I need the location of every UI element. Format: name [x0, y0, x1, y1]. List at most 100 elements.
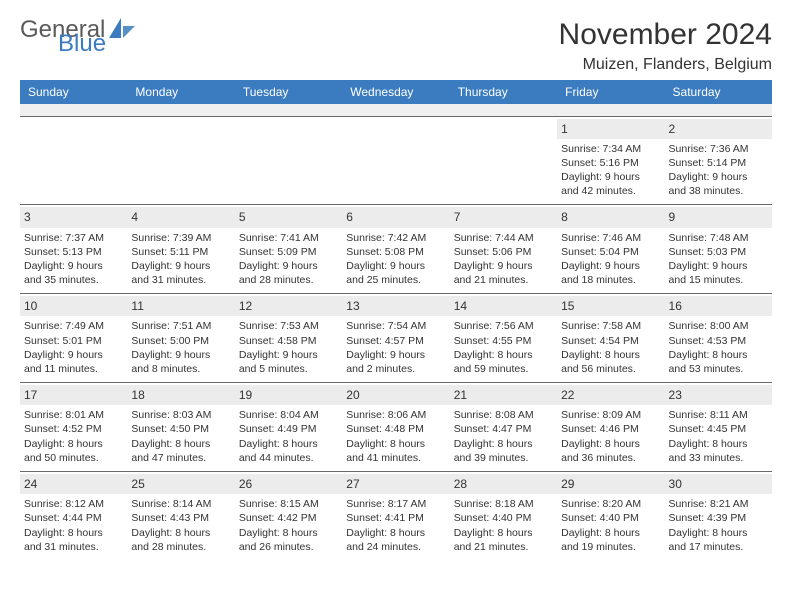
day-info-line: Sunrise: 7:42 AM: [346, 231, 445, 245]
day-info-line: Daylight: 8 hours: [669, 437, 768, 451]
day-number: 7: [450, 207, 557, 227]
day-number: 2: [665, 119, 772, 139]
day-number: 25: [127, 474, 234, 494]
day-info-line: Sunset: 4:58 PM: [239, 334, 338, 348]
day-number: 30: [665, 474, 772, 494]
day-info-line: Sunrise: 7:36 AM: [669, 142, 768, 156]
calendar-day-cell: 26Sunrise: 8:15 AMSunset: 4:42 PMDayligh…: [235, 472, 342, 560]
calendar-day-cell: 27Sunrise: 8:17 AMSunset: 4:41 PMDayligh…: [342, 472, 449, 560]
day-info-line: and 41 minutes.: [346, 451, 445, 465]
day-info-line: Daylight: 9 hours: [561, 259, 660, 273]
calendar-day-cell: 23Sunrise: 8:11 AMSunset: 4:45 PMDayligh…: [665, 383, 772, 472]
day-info-line: Sunrise: 7:44 AM: [454, 231, 553, 245]
calendar-day-cell: 10Sunrise: 7:49 AMSunset: 5:01 PMDayligh…: [20, 294, 127, 383]
day-info-line: and 47 minutes.: [131, 451, 230, 465]
logo: General Blue: [20, 18, 135, 56]
day-info-line: Sunrise: 8:08 AM: [454, 408, 553, 422]
day-info-line: Sunrise: 8:06 AM: [346, 408, 445, 422]
day-info-line: Daylight: 9 hours: [346, 259, 445, 273]
logo-text-blue: Blue: [58, 32, 135, 56]
month-title: November 2024: [559, 18, 772, 52]
day-info-line: and 17 minutes.: [669, 540, 768, 554]
day-number: 18: [127, 385, 234, 405]
day-info-line: Sunset: 5:09 PM: [239, 245, 338, 259]
calendar-day-cell: 29Sunrise: 8:20 AMSunset: 4:40 PMDayligh…: [557, 472, 664, 560]
day-info-line: Sunset: 5:01 PM: [24, 334, 123, 348]
day-number: 27: [342, 474, 449, 494]
day-info-line: and 15 minutes.: [669, 273, 768, 287]
weekday-header: Monday: [127, 80, 234, 104]
day-info-line: Sunrise: 8:20 AM: [561, 497, 660, 511]
day-info-line: Sunset: 4:44 PM: [24, 511, 123, 525]
day-info-line: Daylight: 8 hours: [454, 526, 553, 540]
day-number: 16: [665, 296, 772, 316]
day-info-line: Sunrise: 7:34 AM: [561, 142, 660, 156]
calendar-day-cell: 9 Sunrise: 7:48 AMSunset: 5:03 PMDaylight…: [665, 205, 772, 294]
weekday-header: Wednesday: [342, 80, 449, 104]
calendar-day-cell: 11Sunrise: 7:51 AMSunset: 5:00 PMDayligh…: [127, 294, 234, 383]
day-info-line: Sunset: 5:14 PM: [669, 156, 768, 170]
day-info-line: Daylight: 8 hours: [669, 526, 768, 540]
day-info-line: Sunset: 5:03 PM: [669, 245, 768, 259]
day-info-line: Sunrise: 8:15 AM: [239, 497, 338, 511]
calendar-day-cell: 5Sunrise: 7:41 AMSunset: 5:09 PMDaylight…: [235, 205, 342, 294]
day-number: 8: [557, 207, 664, 227]
calendar-day-cell: 25Sunrise: 8:14 AMSunset: 4:43 PMDayligh…: [127, 472, 234, 560]
calendar-day-cell: .: [127, 116, 234, 205]
calendar-day-cell: .: [450, 116, 557, 205]
day-info-line: Sunset: 4:57 PM: [346, 334, 445, 348]
header: General Blue November 2024 Muizen, Fland…: [20, 18, 772, 74]
day-info-line: Sunrise: 8:14 AM: [131, 497, 230, 511]
day-info-line: Sunrise: 7:37 AM: [24, 231, 123, 245]
calendar-day-cell: 13Sunrise: 7:54 AMSunset: 4:57 PMDayligh…: [342, 294, 449, 383]
day-info-line: and 39 minutes.: [454, 451, 553, 465]
day-info-line: Sunset: 5:16 PM: [561, 156, 660, 170]
calendar-day-cell: 6Sunrise: 7:42 AMSunset: 5:08 PMDaylight…: [342, 205, 449, 294]
day-info-line: and 19 minutes.: [561, 540, 660, 554]
day-info-line: and 18 minutes.: [561, 273, 660, 287]
day-info-line: Sunrise: 8:04 AM: [239, 408, 338, 422]
day-info-line: Sunset: 4:46 PM: [561, 422, 660, 436]
day-info-line: Sunset: 4:48 PM: [346, 422, 445, 436]
calendar-week-row: .....1Sunrise: 7:34 AMSunset: 5:16 PMDay…: [20, 116, 772, 205]
day-info-line: Sunrise: 7:56 AM: [454, 319, 553, 333]
day-info-line: Sunrise: 7:49 AM: [24, 319, 123, 333]
day-number: 14: [450, 296, 557, 316]
day-info-line: Sunset: 4:47 PM: [454, 422, 553, 436]
day-info-line: Sunrise: 8:11 AM: [669, 408, 768, 422]
day-info-line: and 33 minutes.: [669, 451, 768, 465]
day-info-line: Sunset: 5:04 PM: [561, 245, 660, 259]
calendar-day-cell: .: [235, 116, 342, 205]
day-info-line: and 21 minutes.: [454, 540, 553, 554]
day-number: 9: [665, 207, 772, 227]
day-info-line: and 2 minutes.: [346, 362, 445, 376]
day-info-line: Daylight: 9 hours: [669, 259, 768, 273]
day-info-line: Daylight: 8 hours: [561, 437, 660, 451]
day-info-line: and 11 minutes.: [24, 362, 123, 376]
day-number: 15: [557, 296, 664, 316]
day-info-line: Daylight: 8 hours: [131, 437, 230, 451]
day-number: 10: [20, 296, 127, 316]
calendar-day-cell: 28Sunrise: 8:18 AMSunset: 4:40 PMDayligh…: [450, 472, 557, 560]
calendar-day-cell: 12Sunrise: 7:53 AMSunset: 4:58 PMDayligh…: [235, 294, 342, 383]
day-info-line: Sunrise: 7:51 AM: [131, 319, 230, 333]
day-number: 3: [20, 207, 127, 227]
day-info-line: Sunrise: 7:39 AM: [131, 231, 230, 245]
day-info-line: Sunrise: 7:53 AM: [239, 319, 338, 333]
day-info-line: Sunset: 4:49 PM: [239, 422, 338, 436]
day-info-line: Sunrise: 7:48 AM: [669, 231, 768, 245]
day-info-line: Sunset: 4:54 PM: [561, 334, 660, 348]
day-info-line: and 28 minutes.: [131, 540, 230, 554]
day-info-line: and 38 minutes.: [669, 184, 768, 198]
calendar-body: .....1Sunrise: 7:34 AMSunset: 5:16 PMDay…: [20, 116, 772, 560]
day-number: 26: [235, 474, 342, 494]
calendar-day-cell: 19Sunrise: 8:04 AMSunset: 4:49 PMDayligh…: [235, 383, 342, 472]
calendar-day-cell: 15Sunrise: 7:58 AMSunset: 4:54 PMDayligh…: [557, 294, 664, 383]
day-info-line: Sunset: 4:53 PM: [669, 334, 768, 348]
day-info-line: and 35 minutes.: [24, 273, 123, 287]
weekday-header: Friday: [557, 80, 664, 104]
day-info-line: Sunrise: 7:41 AM: [239, 231, 338, 245]
day-number: 13: [342, 296, 449, 316]
day-info-line: Sunset: 5:11 PM: [131, 245, 230, 259]
day-info-line: and 59 minutes.: [454, 362, 553, 376]
